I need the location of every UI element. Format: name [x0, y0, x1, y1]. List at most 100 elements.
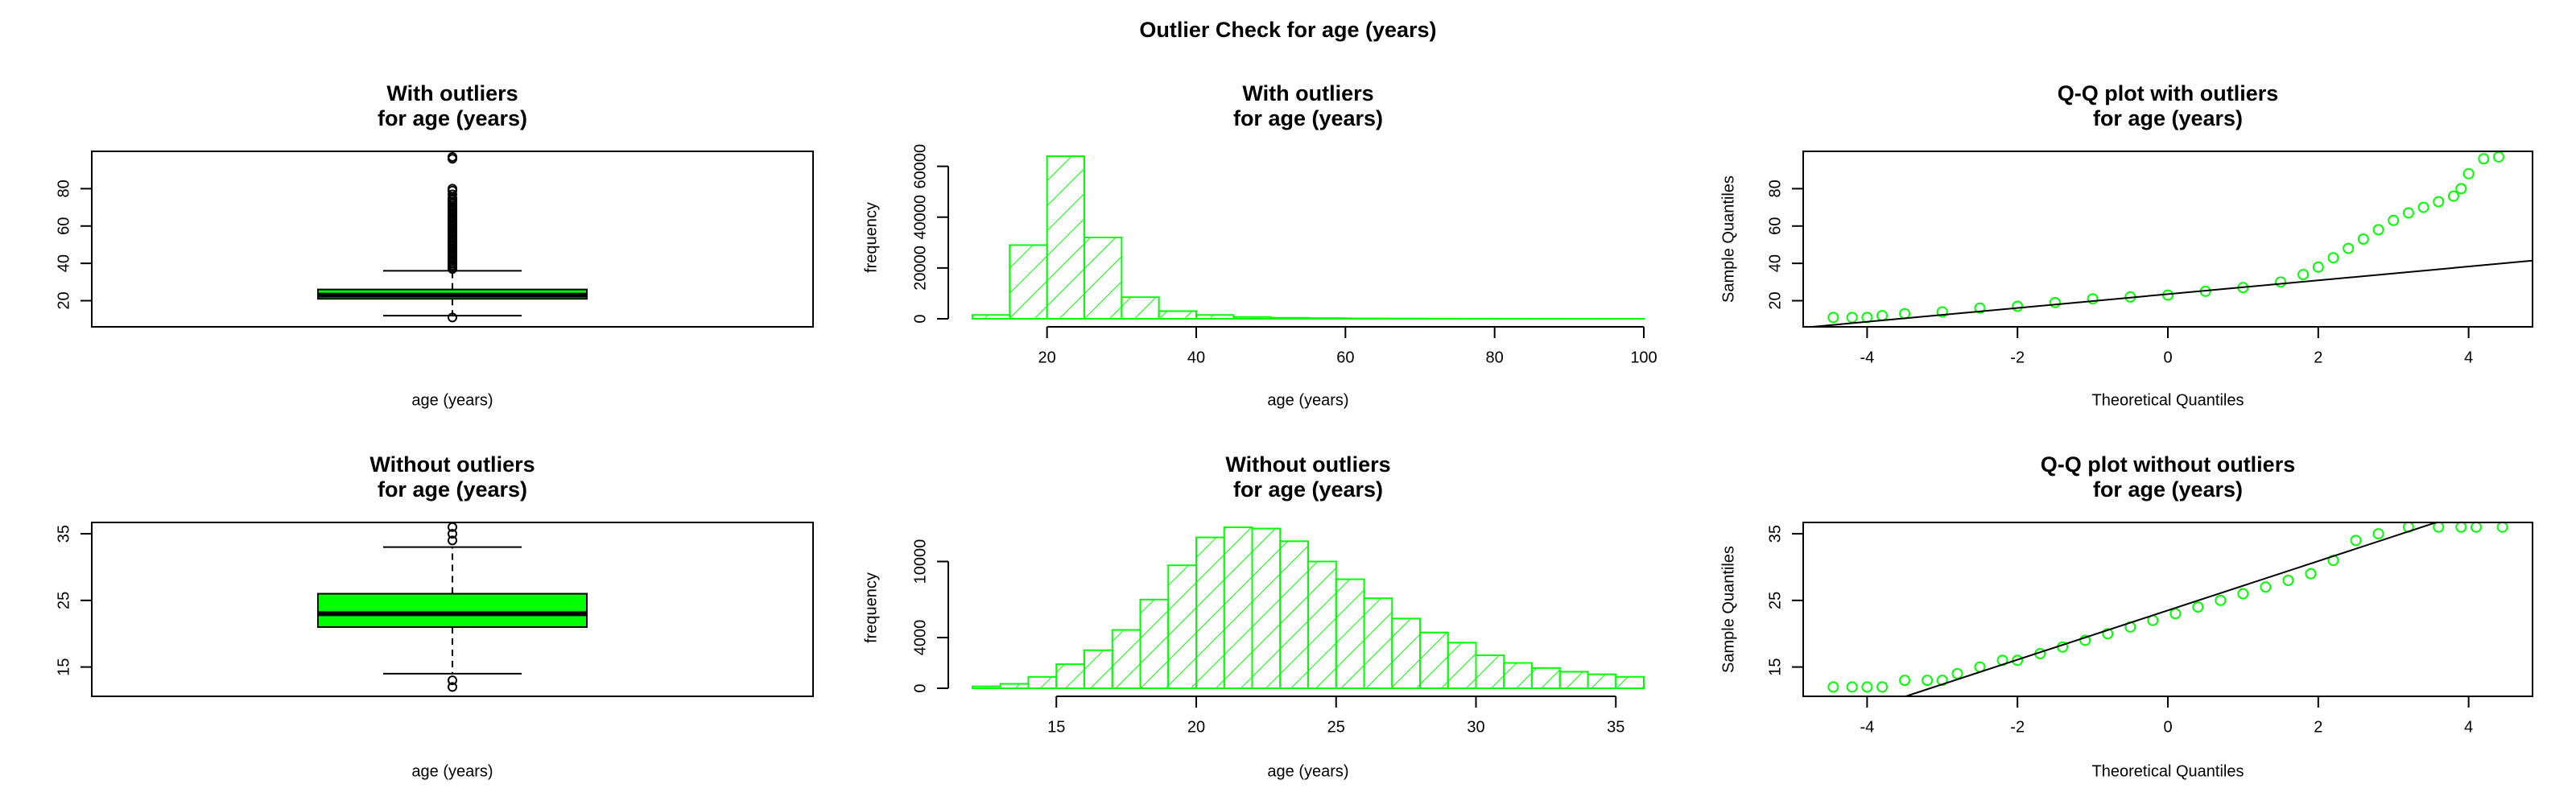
y-axis-label: Sample Quantiles [1719, 175, 1737, 303]
qq-point [2012, 300, 2024, 312]
panel-title: for age (years) [1233, 106, 1383, 130]
qq-point [2357, 233, 2369, 245]
histogram-bar [1232, 316, 1272, 320]
qq-point [2455, 521, 2467, 533]
x-tick-label: 100 [1630, 349, 1657, 366]
qq-point [2079, 634, 2091, 646]
histogram-bar [1195, 314, 1235, 320]
x-tick-label: -4 [1860, 349, 1874, 366]
qq-point [1899, 308, 1911, 320]
panel-title: Q-Q plot without outliers [2041, 452, 2295, 477]
y-tick-label: 60 [55, 217, 72, 235]
y-axis-label: Sample Quantiles [1719, 546, 1737, 673]
qq-point [2305, 568, 2317, 580]
panel-title: Without outliers [1225, 452, 1390, 477]
qq-point [1861, 681, 1873, 693]
qq-point [2297, 269, 2310, 281]
outlier [448, 529, 457, 539]
outlier [448, 189, 457, 200]
y-tick-label: 0 [911, 683, 929, 692]
y-tick-label: 10000 [911, 539, 929, 584]
y-tick-label: 40000 [911, 195, 929, 240]
x-tick-label: 40 [1187, 349, 1205, 366]
qq-point [2433, 521, 2445, 533]
qq-point [2478, 153, 2490, 165]
y-tick-label: 80 [55, 180, 72, 197]
x-tick-label: 20 [1038, 349, 1056, 366]
plot-frame [1802, 151, 2533, 328]
qq-point [2455, 183, 2467, 195]
panel-title: With outliers [386, 81, 518, 105]
qq-point [2447, 190, 2459, 202]
qq-point [2215, 594, 2227, 606]
histogram-bar [1195, 536, 1225, 690]
histogram-bar [1503, 662, 1533, 690]
qq-point [1951, 667, 1963, 679]
panel-title: for age (years) [378, 477, 527, 502]
histogram-bar [1531, 667, 1561, 690]
x-tick-label: 60 [1336, 349, 1354, 366]
histogram-bar [1111, 629, 1141, 690]
x-tick-label: 30 [1467, 718, 1484, 736]
qq-point [2087, 293, 2099, 305]
qq-point [1827, 681, 1839, 693]
qq-point [1846, 681, 1858, 693]
qq-point [2492, 151, 2504, 163]
histogram-bar [1046, 155, 1085, 320]
qq-point [2496, 521, 2508, 533]
reference-line [1903, 522, 2439, 696]
x-tick-label: 0 [2163, 718, 2172, 736]
y-tick-label: 20000 [911, 246, 929, 291]
y-tick-label: 35 [1766, 525, 1784, 543]
qq-point [2372, 224, 2384, 236]
x-tick-label: 2 [2314, 718, 2322, 736]
y-tick-label: 40 [55, 254, 72, 272]
x-axis-label: age (years) [1267, 391, 1348, 409]
qq-point [2433, 196, 2445, 208]
histogram-bar [1335, 578, 1365, 690]
x-tick-label: 2 [2314, 349, 2322, 366]
qq-point [1922, 675, 1934, 687]
y-tick-label: 60 [1766, 217, 1784, 235]
plot-frame [1802, 522, 2533, 697]
x-tick-label: -2 [2010, 349, 2025, 366]
qq-point [2012, 654, 2024, 667]
histogram-bar [1391, 617, 1421, 689]
histogram-bar [999, 683, 1030, 689]
y-axis-label: frequency [862, 202, 880, 273]
plot-frame [91, 522, 814, 697]
x-tick-label: 4 [2464, 349, 2473, 366]
histogram-bar [1587, 673, 1617, 690]
x-axis-label: age (years) [1267, 762, 1348, 780]
histogram-bar [1084, 237, 1123, 320]
panel-title: With outliers [1242, 81, 1373, 105]
qq-point [2049, 296, 2061, 308]
histogram-bar [972, 685, 1001, 690]
histogram-bar [1223, 526, 1253, 689]
x-axis-label: age (years) [411, 391, 493, 409]
histogram-bar [1363, 597, 1393, 689]
qq-point [2327, 252, 2339, 264]
panel-title: for age (years) [2093, 106, 2243, 130]
x-axis-label: Theoretical Quantiles [2092, 391, 2244, 409]
panel-title: for age (years) [378, 106, 527, 130]
x-tick-label: 25 [1327, 718, 1345, 736]
qq-point [2237, 588, 2249, 600]
qq-point [2372, 528, 2384, 540]
y-tick-label: 60000 [911, 144, 929, 189]
outlier [448, 682, 457, 692]
x-axis-label: age (years) [411, 762, 493, 780]
histogram-bar [1447, 642, 1477, 689]
panel-title: for age (years) [2093, 477, 2243, 502]
outlier [448, 312, 457, 323]
qq-point [1936, 306, 1948, 318]
qq-point [2462, 167, 2475, 180]
outlier [448, 151, 457, 162]
histogram-bar [1158, 310, 1197, 320]
qq-point [1827, 312, 1839, 324]
y-tick-label: 15 [55, 658, 72, 675]
x-axis-label: Theoretical Quantiles [2092, 762, 2244, 780]
histogram-bar [1139, 598, 1170, 690]
y-tick-label: 20 [1766, 291, 1784, 309]
histogram-bar [972, 314, 1011, 320]
